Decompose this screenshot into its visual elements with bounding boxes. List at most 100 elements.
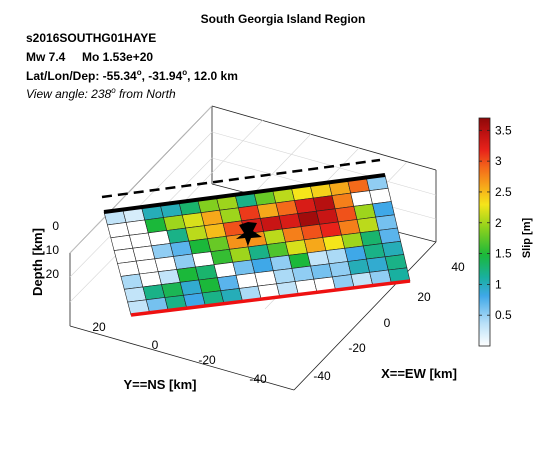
- colorbar-tick-label: 1.5: [495, 247, 512, 261]
- slip-cell: [181, 212, 205, 229]
- grid-line: [211, 131, 437, 196]
- slip-cell: [173, 253, 196, 270]
- slip-cell: [207, 235, 230, 253]
- slip-cell: [278, 213, 302, 230]
- ew-axis-ticks: 40 20 0 -20 -40: [313, 260, 465, 383]
- surface-projection-dashed-line: [101, 158, 381, 199]
- slip-cell: [344, 245, 367, 262]
- slip-cell: [266, 241, 290, 258]
- slip-cell: [185, 225, 208, 242]
- slip-cell: [328, 261, 352, 278]
- ew-tick-label: -40: [313, 369, 331, 383]
- location-line: Lat/Lon/Dep: -55.34o, -31.94o, 12.0 km: [26, 68, 238, 83]
- slip-cell: [294, 197, 317, 214]
- slip-cell: [322, 234, 346, 251]
- colorbar-tick-label: 2: [495, 216, 502, 230]
- slip-cell: [123, 286, 147, 303]
- ns-tick-label: 20: [92, 320, 106, 334]
- magnitude-line: Mw 7.4 Mo 1.53e+20: [26, 50, 153, 64]
- slip-cell: [163, 214, 186, 231]
- slip-cell: [310, 263, 333, 280]
- colorbar-tick-label: 3: [495, 154, 502, 168]
- slip-cell: [378, 227, 401, 244]
- slip-cell: [142, 284, 166, 301]
- slip-cell: [110, 234, 134, 251]
- slip-cell: [285, 239, 308, 256]
- slip-cell: [256, 202, 280, 219]
- slip-cell: [235, 272, 259, 289]
- slip-cell: [203, 222, 227, 240]
- slip-cell: [303, 237, 327, 254]
- slip-cell: [188, 238, 212, 255]
- grid-line: [69, 131, 213, 278]
- colorbar-ticks: 0.5 1 1.5 2 2.5 3 3.5: [479, 123, 512, 322]
- slip-cell: [210, 248, 234, 266]
- slip-cell: [135, 258, 159, 275]
- slip-cell: [316, 208, 339, 225]
- slip-cell: [272, 268, 296, 285]
- slip-cell: [238, 204, 261, 222]
- ew-tick-label: 20: [417, 290, 431, 304]
- slip-cell: [337, 219, 361, 236]
- depth-tick-label: 10: [46, 243, 60, 257]
- slip-cell: [125, 219, 149, 236]
- slip-cell: [350, 190, 373, 207]
- slip-cell: [132, 245, 156, 262]
- slip-cell: [384, 254, 408, 271]
- slip-cell: [179, 279, 203, 296]
- ns-tick-label: 0: [152, 338, 159, 352]
- slip-cell: [195, 264, 218, 281]
- slip-cell: [356, 216, 380, 234]
- colorbar-label: Slip [m]: [521, 218, 533, 259]
- depth-axis-label: Depth [km]: [30, 228, 45, 296]
- slip-cell: [217, 274, 240, 292]
- figure-title: South Georgia Island Region: [201, 12, 366, 26]
- ns-tick-label: -20: [198, 353, 216, 367]
- slip-cell: [169, 240, 193, 257]
- slip-cell: [260, 215, 283, 232]
- slip-cell: [200, 209, 224, 227]
- view-angle-line: View angle: 238o from North: [26, 86, 176, 101]
- slip-cell: [144, 217, 168, 234]
- depth-axis-ticks: 0 10 20: [46, 219, 60, 281]
- slip-cell: [151, 243, 174, 260]
- slip-cell: [247, 244, 271, 261]
- ns-tick-label: -40: [249, 372, 267, 386]
- ew-axis-label: X==EW [km]: [381, 366, 457, 381]
- slip-cell: [366, 256, 389, 273]
- ew-tick-label: 40: [451, 260, 465, 274]
- slip-cell: [312, 195, 336, 212]
- slip-cell: [353, 203, 377, 220]
- fault-bottom-edge-line: [130, 279, 411, 317]
- slip-cell: [191, 251, 215, 268]
- slip-cell: [263, 228, 286, 245]
- slip-cell: [113, 247, 137, 264]
- event-id: s2016SOUTHG01HAYE: [26, 31, 156, 45]
- slip-cell: [334, 205, 358, 223]
- ew-tick-label: -20: [348, 341, 366, 355]
- slip-cell: [147, 230, 171, 247]
- slip-cell: [362, 243, 386, 260]
- slip-cell: [369, 187, 392, 205]
- slip-cell: [120, 273, 144, 290]
- slip-cell: [198, 277, 222, 294]
- grid-line: [69, 105, 213, 254]
- slip-cell: [213, 261, 237, 279]
- colorbar: [478, 117, 491, 347]
- slip-cell: [297, 210, 320, 228]
- slip-cell: [229, 246, 252, 263]
- colorbar-tick-label: 0.5: [495, 308, 512, 322]
- slip-cell: [166, 227, 190, 244]
- slip-cell: [307, 250, 330, 267]
- slip-cell: [176, 266, 200, 283]
- slip-cell: [117, 260, 140, 277]
- slip-cell: [291, 265, 315, 282]
- slip-cell: [319, 221, 342, 238]
- slip-cell: [375, 214, 398, 231]
- fault-plane: [103, 174, 411, 316]
- slip-cell: [288, 252, 311, 269]
- depth-tick-label: 0: [52, 219, 59, 233]
- slip-cell: [372, 201, 395, 218]
- fault-top-edge-line: [103, 173, 386, 214]
